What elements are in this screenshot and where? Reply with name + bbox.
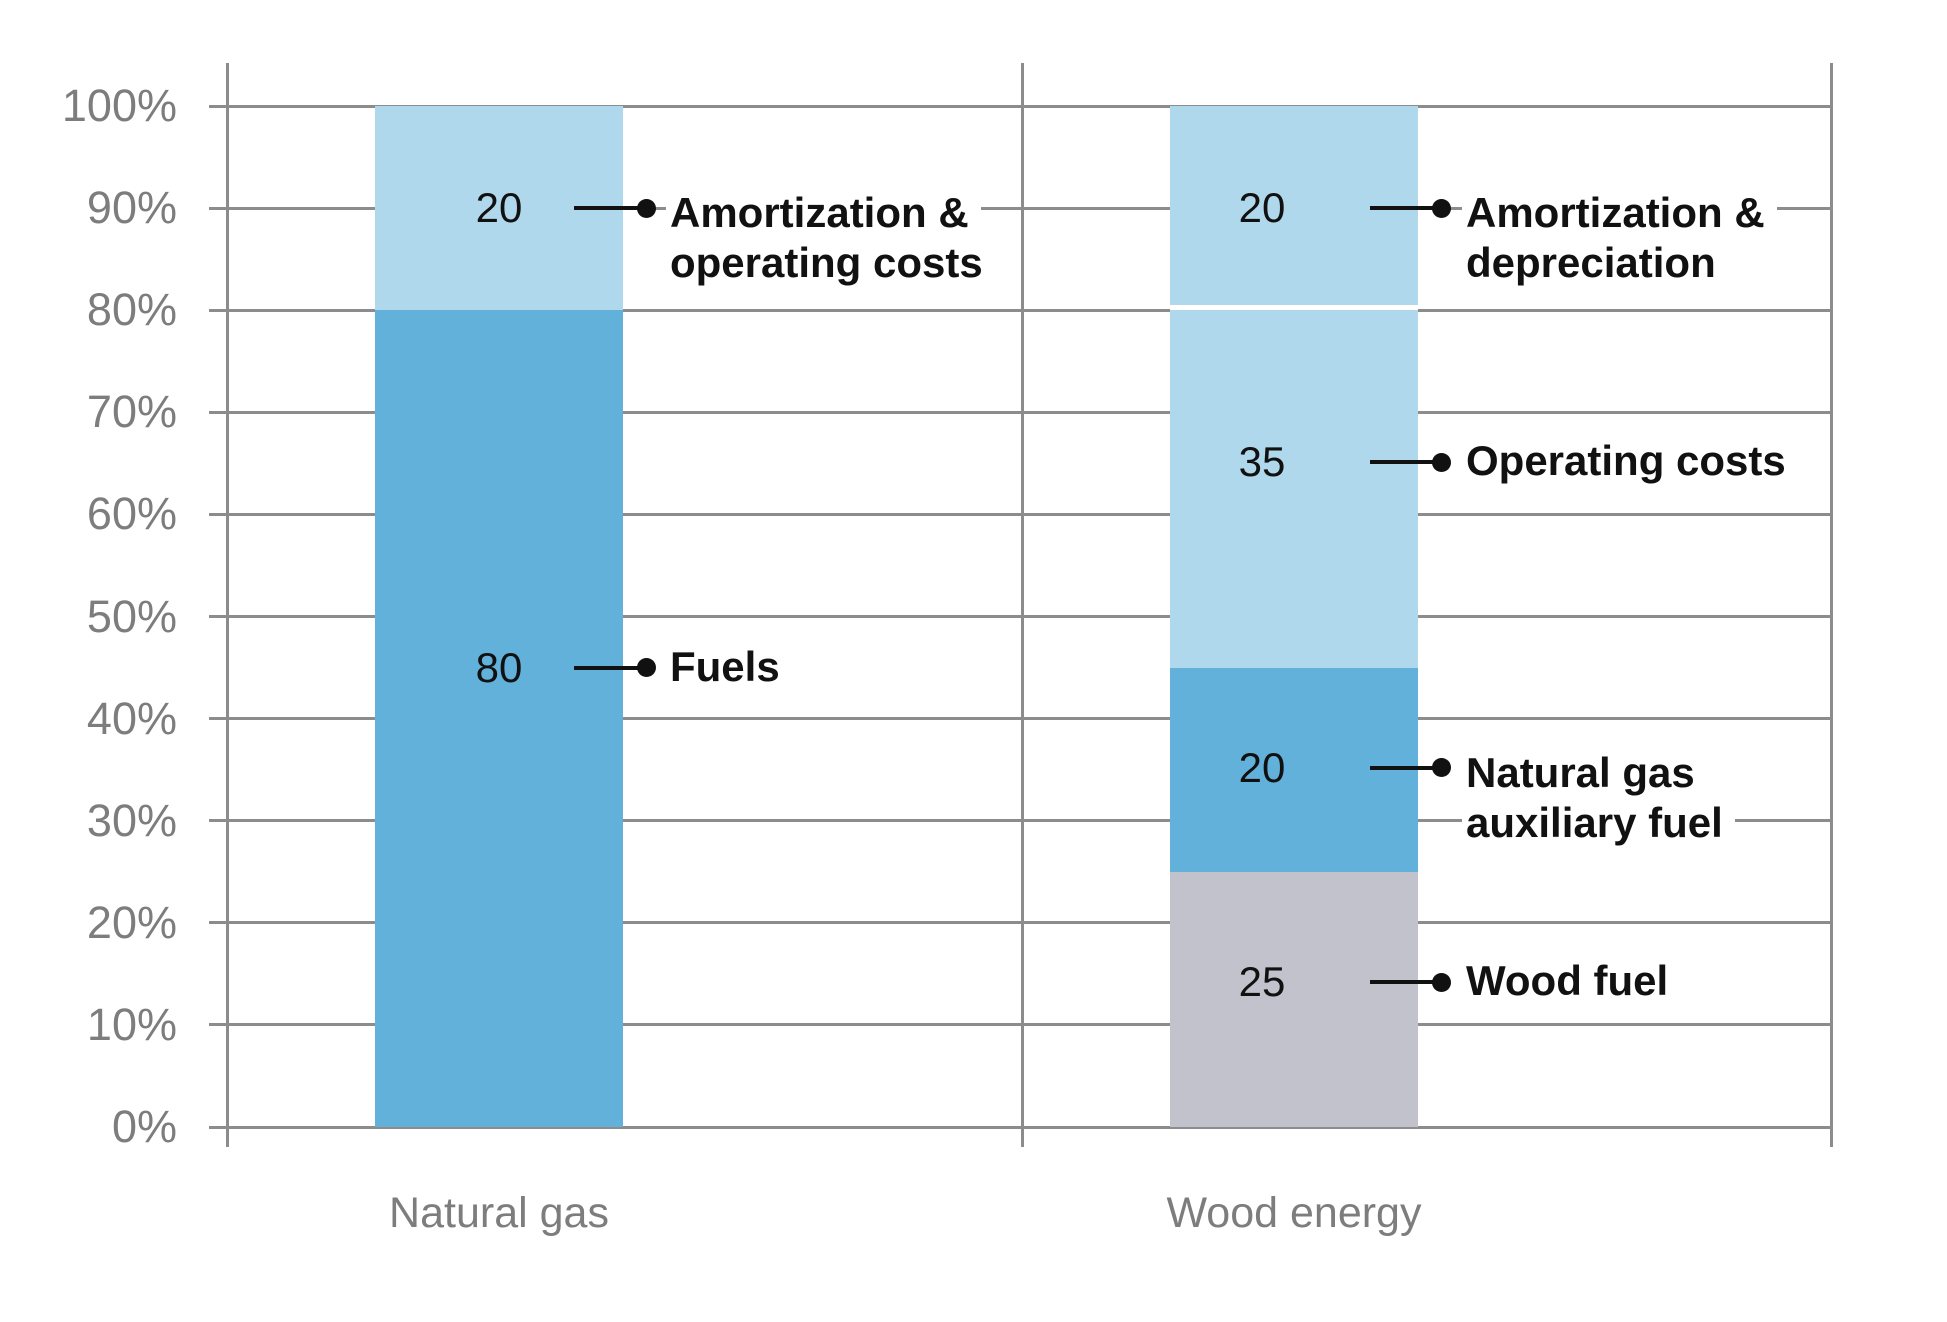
gridline-30 [209,819,1831,823]
value-label-amortization-depreciation: 20 [1238,184,1286,232]
gridline-20 [209,921,1831,925]
category-label-wood-energy: Wood energy [1166,1189,1422,1237]
leader-line-wood-fuel [1370,980,1441,985]
gridline-40 [209,717,1831,721]
leader-line-amortization-depreciation [1370,206,1441,211]
right-border-line [1829,63,1833,1147]
y-axis-label-30: 30% [86,794,177,846]
y-axis-label-90: 90% [86,182,177,234]
leader-line-natural-gas-auxiliary-fuel [1370,765,1441,770]
leader-line-amortization-operating-costs [574,206,646,211]
y-axis-label-10: 10% [86,998,177,1050]
value-label-wood-fuel: 25 [1238,958,1286,1006]
annotation-label-amortization-depreciation-line1: Amortization & [1462,186,1777,241]
bar-segment-fuels [375,310,623,1127]
y-axis-label-80: 80% [86,284,177,336]
value-label-natural-gas-auxiliary-fuel: 20 [1238,743,1286,791]
gridline-90 [209,206,1831,210]
y-axis-label-20: 20% [86,896,177,948]
annotation-label-amortization-operating-costs-line1: Amortization & [666,186,981,241]
leader-dot-operating-costs [1432,452,1451,472]
bar-segment-natural-gas-auxiliary-fuel [1170,667,1418,872]
value-label-amortization-operating-costs: 20 [475,184,523,232]
gridline-0 [209,1125,1831,1129]
leader-dot-fuels [637,658,656,678]
leader-dot-wood-fuel [1432,972,1451,992]
annotation-label-natural-gas-auxiliary-fuel-line1: Natural gas [1462,745,1707,800]
gridline-80 [209,308,1831,312]
annotation-label-amortization-depreciation-line2: depreciation [1462,236,1728,291]
gridline-70 [209,410,1831,414]
annotation-label-natural-gas-auxiliary-fuel-line2: auxiliary fuel [1462,795,1735,850]
bar-segment-operating-costs [1170,310,1418,668]
annotation-label-fuels-line1: Fuels [666,639,792,694]
y-axis-label-0: 0% [111,1101,177,1152]
y-axis-label-100: 100% [61,80,177,131]
gridline-10 [209,1023,1831,1027]
y-axis-label-40: 40% [86,692,177,744]
leader-line-fuels [574,665,646,670]
category-divider-line [1020,63,1024,1147]
category-label-natural-gas: Natural gas [389,1189,609,1237]
y-axis-label-50: 50% [86,590,177,642]
y-axis-label-70: 70% [86,386,177,438]
value-label-fuels: 80 [475,643,523,691]
leader-dot-amortization-depreciation [1432,198,1451,218]
gridline-50 [209,615,1831,618]
annotation-label-amortization-operating-costs-line2: operating costs [666,236,995,291]
gridline-60 [209,512,1831,516]
value-label-operating-costs: 35 [1238,438,1286,486]
leader-dot-amortization-operating-costs [637,198,656,218]
gridline-100 [209,104,1831,108]
annotation-label-operating-costs-line1: Operating costs [1462,434,1798,489]
leader-dot-natural-gas-auxiliary-fuel [1432,758,1451,778]
bar-segment-wood-fuel [1170,871,1418,1127]
annotation-label-wood-fuel-line1: Wood fuel [1462,954,1681,1009]
y-axis-label-60: 60% [86,488,177,540]
y-axis-line [225,63,229,1147]
leader-line-operating-costs [1370,460,1441,465]
